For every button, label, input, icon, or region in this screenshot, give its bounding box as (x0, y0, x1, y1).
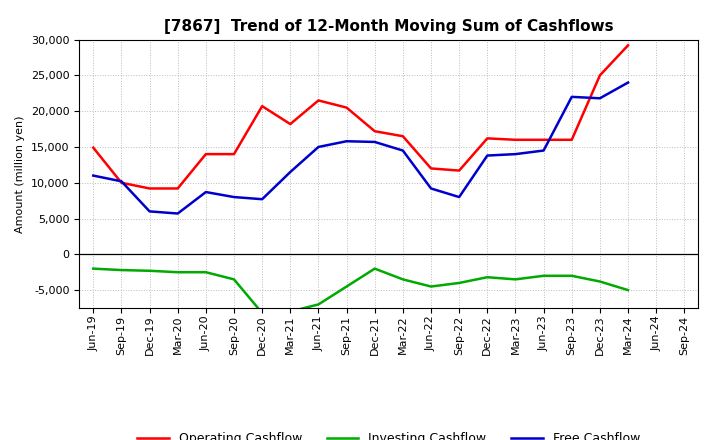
Free Cashflow (483, 153, 492, 158)
Operating Cashflow (399, 134, 408, 139)
Investing Cashflow (145, 268, 154, 273)
Title: [7867]  Trend of 12-Month Moving Sum of Cashflows: [7867] Trend of 12-Month Moving Sum of C… (164, 19, 613, 34)
Investing Cashflow (174, 270, 182, 275)
Free Cashflow (595, 95, 604, 101)
Free Cashflow (370, 139, 379, 145)
Operating Cashflow (624, 43, 632, 48)
Investing Cashflow (624, 287, 632, 293)
Free Cashflow (624, 80, 632, 85)
Free Cashflow (174, 211, 182, 216)
Operating Cashflow (202, 151, 210, 157)
Operating Cashflow (595, 73, 604, 78)
Investing Cashflow (370, 266, 379, 271)
Operating Cashflow (370, 128, 379, 134)
Free Cashflow (202, 189, 210, 194)
Line: Free Cashflow: Free Cashflow (94, 83, 628, 213)
Operating Cashflow (511, 137, 520, 143)
Investing Cashflow (567, 273, 576, 279)
Investing Cashflow (258, 310, 266, 315)
Investing Cashflow (230, 277, 238, 282)
Investing Cashflow (314, 302, 323, 307)
Free Cashflow (230, 194, 238, 200)
Free Cashflow (89, 173, 98, 178)
Investing Cashflow (539, 273, 548, 279)
Investing Cashflow (455, 280, 464, 286)
Free Cashflow (342, 139, 351, 144)
Free Cashflow (511, 151, 520, 157)
Operating Cashflow (539, 137, 548, 143)
Free Cashflow (399, 148, 408, 153)
Investing Cashflow (511, 277, 520, 282)
Free Cashflow (258, 197, 266, 202)
Free Cashflow (427, 186, 436, 191)
Operating Cashflow (174, 186, 182, 191)
Investing Cashflow (117, 268, 126, 273)
Operating Cashflow (455, 168, 464, 173)
Operating Cashflow (258, 103, 266, 109)
Operating Cashflow (427, 166, 436, 171)
Free Cashflow (117, 179, 126, 184)
Line: Operating Cashflow: Operating Cashflow (94, 45, 628, 188)
Free Cashflow (314, 144, 323, 150)
Operating Cashflow (314, 98, 323, 103)
Investing Cashflow (89, 266, 98, 271)
Operating Cashflow (286, 121, 294, 127)
Investing Cashflow (483, 275, 492, 280)
Operating Cashflow (483, 136, 492, 141)
Operating Cashflow (89, 145, 98, 150)
Legend: Operating Cashflow, Investing Cashflow, Free Cashflow: Operating Cashflow, Investing Cashflow, … (132, 427, 645, 440)
Investing Cashflow (342, 284, 351, 289)
Free Cashflow (286, 169, 294, 175)
Investing Cashflow (427, 284, 436, 289)
Operating Cashflow (342, 105, 351, 110)
Operating Cashflow (117, 180, 126, 185)
Investing Cashflow (202, 270, 210, 275)
Investing Cashflow (595, 279, 604, 284)
Free Cashflow (567, 94, 576, 99)
Investing Cashflow (286, 309, 294, 314)
Operating Cashflow (145, 186, 154, 191)
Operating Cashflow (567, 137, 576, 143)
Y-axis label: Amount (million yen): Amount (million yen) (15, 115, 25, 233)
Investing Cashflow (399, 277, 408, 282)
Free Cashflow (539, 148, 548, 153)
Free Cashflow (455, 194, 464, 200)
Operating Cashflow (230, 151, 238, 157)
Line: Investing Cashflow: Investing Cashflow (94, 269, 628, 313)
Free Cashflow (145, 209, 154, 214)
